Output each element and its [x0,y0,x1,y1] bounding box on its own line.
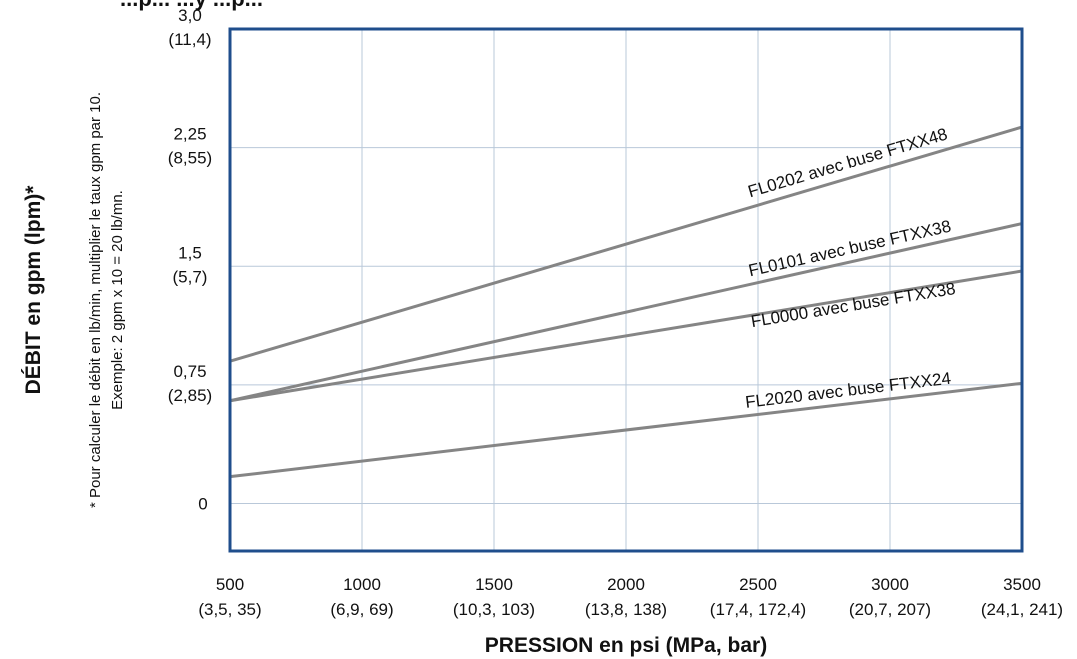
y-tick-sublabel: (11,4) [168,30,211,49]
x-tick-label: 3000 [871,575,909,594]
x-axis-ticks: 500 (3,5, 35) 1000 (6,9, 69) 1500 (10,3, 103)… [198,575,1063,619]
x-tick-sublabel: (20,7, 207) [849,600,931,619]
series-labels: FL0202 avec buse FTXX48 FL0101 avec buse … [744,124,957,411]
x-tick-label: 2500 [739,575,777,594]
y-tick-label: 2,25 [173,125,206,144]
y-tick-label: 3,0 [178,6,202,25]
x-tick-sublabel: (24,1, 241) [981,600,1063,619]
x-tick-sublabel: (10,3, 103) [453,600,535,619]
series-label-1: FL0101 avec buse FTXX38 [747,217,953,281]
x-tick-sublabel: (3,5, 35) [198,600,261,619]
series-line-0 [229,125,1023,363]
footnote-line-2: Exemple: 2 gpm x 10 = 20 lb/mn. [109,190,126,410]
x-axis-title: PRESSION en psi (MPa, bar) [485,634,767,657]
series-label-0: FL0202 avec buse FTXX48 [746,124,950,201]
y-axis-ticks: 0 0,75 (2,85) 1,5 (5,7) 2,25 (8,55) 3,0 (11,4) [168,6,212,514]
x-tick-label: 1500 [475,575,513,594]
chart-title: ...p... ...y ...p... [120,0,263,11]
series-line-2 [229,269,1023,403]
y-tick-label: 0 [198,495,207,514]
plot-area-frame [228,27,1024,553]
x-tick-label: 1000 [343,575,381,594]
x-tick-label: 500 [216,575,244,594]
series-label-3: FL2020 avec buse FTXX24 [744,369,952,412]
footnote-line-1: * Pour calculer le débit en lb/min, mult… [87,92,104,508]
y-tick-label: 1,5 [178,243,202,262]
series-line-1 [229,222,1023,403]
x-tick-sublabel: (6,9, 69) [330,600,393,619]
x-tick-sublabel: (13,8, 138) [585,600,667,619]
series-lines [229,125,1023,479]
x-tick-label: 3500 [1003,575,1041,594]
y-tick-label: 0,75 [173,362,206,381]
series-line-3 [229,381,1023,479]
y-tick-sublabel: (5,7) [173,267,208,286]
grid [230,29,1022,551]
chart-title-fragment: ...p... ...y ...p... [120,0,263,11]
series-label-2: FL0000 avec buse FTXX38 [750,279,957,331]
x-tick-label: 2000 [607,575,645,594]
x-tick-sublabel: (17,4, 172,4) [710,600,806,619]
y-axis-title: DÉBIT en gpm (lpm)* [22,185,45,395]
y-tick-sublabel: (8,55) [168,149,212,168]
y-tick-sublabel: (2,85) [168,386,212,405]
